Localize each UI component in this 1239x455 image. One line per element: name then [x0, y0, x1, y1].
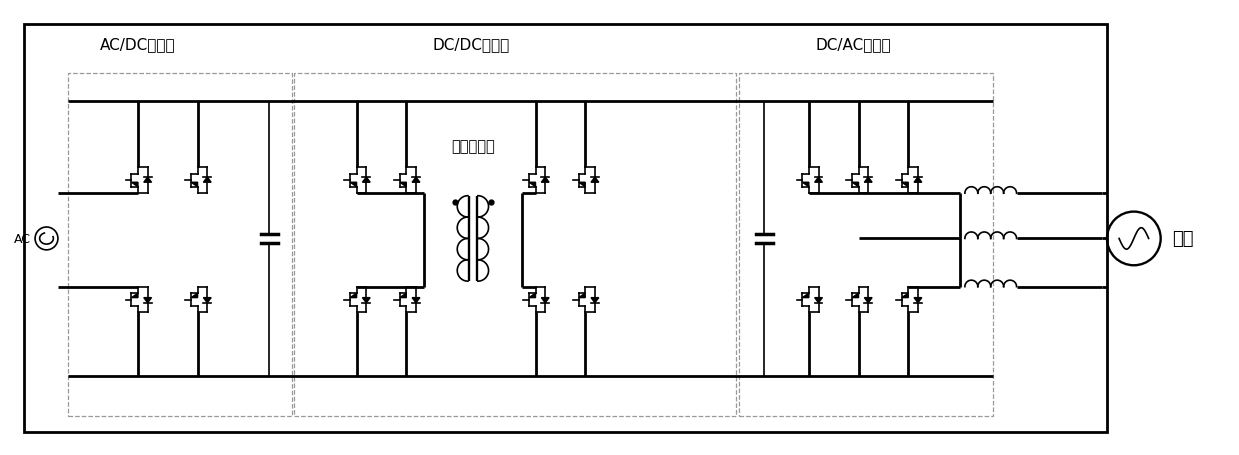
- Polygon shape: [591, 298, 598, 303]
- Polygon shape: [902, 183, 908, 187]
- FancyBboxPatch shape: [24, 25, 1106, 432]
- Text: 高频变压器: 高频变压器: [451, 139, 494, 154]
- Polygon shape: [865, 298, 872, 303]
- Polygon shape: [144, 298, 151, 303]
- Polygon shape: [131, 293, 138, 298]
- Polygon shape: [541, 177, 549, 183]
- Polygon shape: [815, 177, 823, 183]
- Polygon shape: [191, 293, 197, 298]
- Polygon shape: [203, 177, 211, 183]
- Polygon shape: [591, 177, 598, 183]
- Polygon shape: [541, 298, 549, 303]
- Polygon shape: [914, 298, 922, 303]
- Polygon shape: [400, 293, 406, 298]
- Polygon shape: [363, 177, 370, 183]
- Polygon shape: [363, 298, 370, 303]
- Polygon shape: [400, 183, 406, 187]
- Polygon shape: [529, 293, 535, 298]
- Polygon shape: [351, 183, 357, 187]
- Polygon shape: [413, 177, 420, 183]
- Polygon shape: [144, 177, 151, 183]
- Polygon shape: [579, 293, 585, 298]
- Polygon shape: [579, 183, 585, 187]
- Polygon shape: [803, 183, 809, 187]
- Text: AC: AC: [14, 233, 31, 245]
- Text: DC/AC逆变器: DC/AC逆变器: [815, 38, 891, 52]
- Polygon shape: [865, 177, 872, 183]
- Polygon shape: [852, 183, 859, 187]
- Text: 电机: 电机: [1172, 230, 1194, 248]
- Polygon shape: [529, 183, 535, 187]
- Polygon shape: [815, 298, 823, 303]
- Polygon shape: [351, 293, 357, 298]
- Polygon shape: [852, 293, 859, 298]
- Polygon shape: [413, 298, 420, 303]
- Polygon shape: [803, 293, 809, 298]
- Polygon shape: [131, 183, 138, 187]
- Polygon shape: [902, 293, 908, 298]
- Text: DC/DC变换器: DC/DC变换器: [432, 38, 509, 52]
- Text: AC/DC整流器: AC/DC整流器: [100, 38, 176, 52]
- Polygon shape: [914, 177, 922, 183]
- Polygon shape: [203, 298, 211, 303]
- Polygon shape: [191, 183, 197, 187]
